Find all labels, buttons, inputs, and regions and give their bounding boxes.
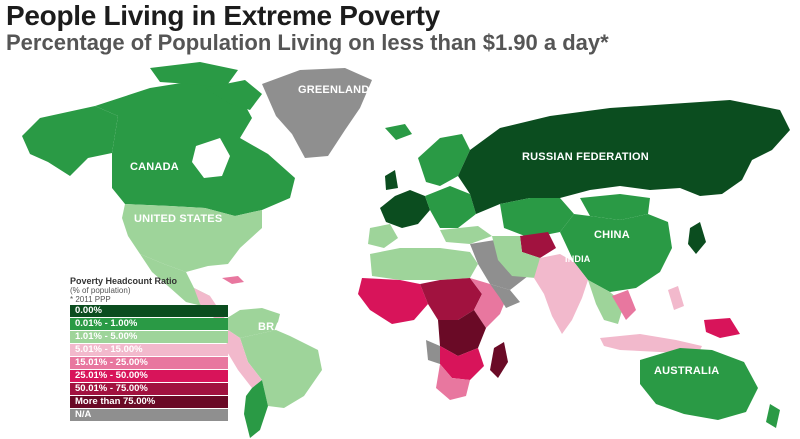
legend-item: 0.00% bbox=[70, 305, 228, 317]
country-iberia bbox=[368, 224, 398, 248]
country-united-states bbox=[122, 204, 262, 272]
country-west-africa bbox=[358, 278, 428, 324]
country-new-zealand bbox=[766, 404, 780, 428]
map-subtitle: Percentage of Population Living on less … bbox=[6, 30, 609, 55]
legend-item: 1.01% - 5.00% bbox=[70, 331, 228, 343]
country-china bbox=[560, 214, 672, 292]
country-kazakhstan bbox=[500, 198, 574, 238]
country-dr-congo bbox=[438, 310, 486, 356]
country-iran bbox=[492, 236, 540, 278]
country-indonesia bbox=[600, 334, 702, 354]
country-greenland bbox=[262, 68, 372, 158]
country-mongolia bbox=[580, 194, 650, 220]
legend-item: More than 75.00% bbox=[70, 396, 228, 408]
country-philippines bbox=[668, 286, 684, 310]
country-peru-bolivia bbox=[226, 330, 262, 388]
country-scandinavia bbox=[418, 134, 470, 186]
country-india bbox=[534, 254, 588, 334]
legend-note: * 2011 PPP bbox=[70, 295, 111, 304]
country-south-africa bbox=[436, 364, 470, 400]
country-north-africa bbox=[370, 248, 478, 280]
country-russian-federation bbox=[458, 100, 790, 214]
country-canada-islands-2 bbox=[205, 80, 262, 110]
legend-subtitle: (% of population) bbox=[70, 286, 131, 295]
country-canada bbox=[95, 80, 295, 216]
legend-title: Poverty Headcount Ratio bbox=[70, 276, 178, 286]
legend-item: 0.01% - 1.00% bbox=[70, 318, 228, 330]
legend-items: 0.00% 0.01% - 1.00% 1.01% - 5.00% 5.01% - 1… bbox=[70, 305, 230, 421]
water-hudson-bay bbox=[192, 138, 230, 178]
legend-item: 15.01% - 25.00% bbox=[70, 357, 228, 369]
country-indochina bbox=[612, 290, 636, 320]
country-japan bbox=[688, 222, 706, 254]
country-caribbean bbox=[222, 276, 244, 284]
country-turkey bbox=[440, 226, 492, 244]
legend: Poverty Headcount Ratio (% of population… bbox=[70, 276, 230, 421]
legend-item: 25.01% - 50.00% bbox=[70, 370, 228, 382]
legend-item: 50.01% - 75.00% bbox=[70, 383, 228, 395]
legend-item: 5.01% - 15.00% bbox=[70, 344, 228, 356]
map-title: People Living in Extreme Poverty bbox=[6, 0, 440, 31]
country-horn-africa bbox=[490, 284, 520, 308]
country-colombia-venezuela bbox=[224, 308, 280, 338]
country-southeast-asia bbox=[588, 280, 624, 324]
legend-item: N/A bbox=[70, 409, 228, 421]
country-southern-africa bbox=[440, 346, 484, 380]
country-western-europe bbox=[380, 190, 430, 228]
world-map bbox=[22, 62, 790, 438]
country-eastern-europe bbox=[425, 186, 476, 228]
country-madagascar bbox=[490, 342, 508, 378]
country-australia bbox=[640, 348, 758, 420]
country-papua-new-guinea bbox=[704, 318, 740, 338]
country-central-africa bbox=[420, 278, 482, 320]
country-brazil bbox=[240, 330, 322, 408]
country-angola bbox=[426, 340, 440, 364]
country-central-asia bbox=[520, 232, 556, 258]
country-mexico bbox=[140, 254, 210, 306]
country-argentina-chile bbox=[244, 380, 268, 438]
country-united-kingdom bbox=[385, 170, 398, 190]
country-alaska bbox=[22, 106, 118, 176]
country-canada-islands bbox=[150, 62, 238, 88]
country-iceland bbox=[385, 124, 412, 140]
